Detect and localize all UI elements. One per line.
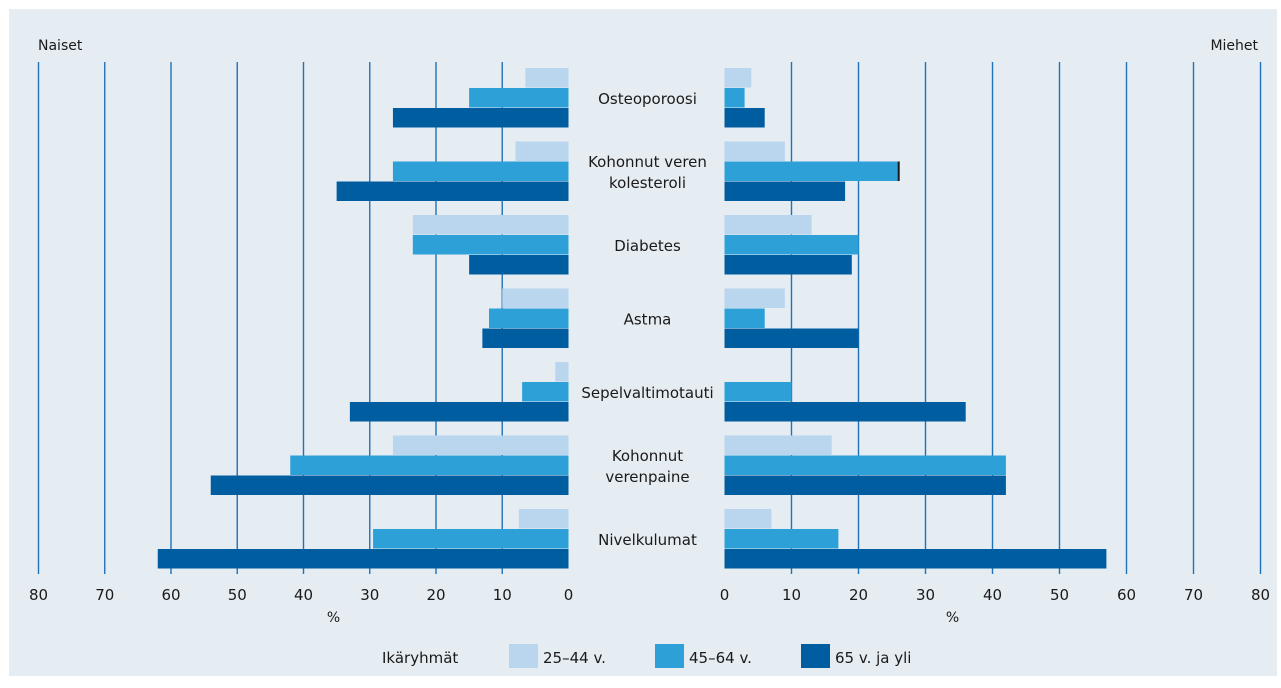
- panel-title-women: Naiset: [38, 38, 83, 54]
- bar-women-5-1: [290, 455, 569, 475]
- bar-women-0-1: [469, 88, 569, 108]
- bar-women-6-0: [518, 509, 569, 529]
- bar-men-3-1: [724, 308, 765, 328]
- tick-right-20: 20: [849, 586, 868, 604]
- bar-men-0-1: [724, 88, 745, 108]
- legend-label-2: 65 v. ja yli: [835, 649, 911, 667]
- bar-women-2-2: [469, 255, 569, 275]
- bar-men-4-1: [724, 382, 792, 402]
- axis-layer: 0 0 10 10 20 20 30 30 40 40 50 50 60 60 70 70 80 80% % Nais…: [29, 38, 1270, 626]
- bar-men-6-1: [724, 529, 839, 549]
- legend-label-0: 25–44 v.: [543, 649, 606, 667]
- bar-men-0-2: [724, 108, 765, 128]
- legend: Ikäryhmät 25–44 v. 45–64 v. 65 v. ja yli: [382, 644, 911, 668]
- bar-men-5-1: [724, 455, 1006, 475]
- tick-left-50: 50: [228, 586, 247, 604]
- bar-layer: [157, 68, 1107, 569]
- tick-right-50: 50: [1050, 586, 1069, 604]
- bar-women-0-0: [525, 68, 569, 88]
- bar-women-1-1: [392, 161, 569, 181]
- bar-men-5-0: [724, 435, 832, 455]
- tick-right-80: 80: [1251, 586, 1270, 604]
- bar-women-5-2: [210, 475, 569, 495]
- category-label-5: Kohonnut verenpaine: [605, 447, 689, 486]
- bar-men-2-0: [724, 215, 812, 235]
- bar-men-3-0: [724, 288, 785, 308]
- grid-layer: [37, 62, 1262, 574]
- category-label-2: Diabetes: [614, 237, 681, 255]
- tick-right-40: 40: [983, 586, 1002, 604]
- legend-label-1: 45–64 v.: [689, 649, 752, 667]
- bar-women-6-2: [157, 549, 569, 569]
- bar-women-4-1: [522, 382, 569, 402]
- bar-women-5-0: [392, 435, 569, 455]
- tick-left-30: 30: [360, 586, 379, 604]
- tick-left-70: 70: [95, 586, 114, 604]
- bar-men-6-0: [724, 509, 772, 529]
- tick-right-0: 0: [720, 586, 730, 604]
- legend-swatch-1: [655, 644, 684, 668]
- bar-women-3-0: [502, 288, 569, 308]
- bar-end-marker: [897, 161, 900, 181]
- bar-men-1-0: [724, 141, 785, 161]
- bar-men-2-1: [724, 235, 859, 255]
- bar-men-1-2: [724, 181, 846, 201]
- tick-left-40: 40: [294, 586, 313, 604]
- tick-left-60: 60: [161, 586, 180, 604]
- legend-swatch-2: [801, 644, 830, 668]
- bar-women-2-1: [412, 235, 569, 255]
- category-label-0: Osteoporoosi: [598, 90, 697, 108]
- label-layer: Osteoporoosi Kohonnut veren kolesteroli Dia…: [581, 90, 713, 549]
- bar-men-2-2: [724, 255, 852, 275]
- category-label-3: Astma: [624, 311, 672, 329]
- tick-right-60: 60: [1117, 586, 1136, 604]
- bar-women-6-1: [373, 529, 569, 549]
- bar-women-4-0: [555, 362, 569, 382]
- bar-women-0-2: [392, 108, 569, 128]
- legend-title: Ikäryhmät: [382, 649, 458, 667]
- bar-men-4-2: [724, 402, 966, 422]
- category-label-1: Kohonnut veren kolesteroli: [588, 153, 707, 192]
- tick-left-80: 80: [29, 586, 48, 604]
- tick-right-70: 70: [1184, 586, 1203, 604]
- tick-right-10: 10: [782, 586, 801, 604]
- panel-title-men: Miehet: [1210, 38, 1258, 54]
- xlabel-right: %: [946, 610, 959, 626]
- tick-left-0: 0: [564, 586, 574, 604]
- bar-women-3-2: [482, 328, 569, 348]
- bar-men-1-1: [724, 161, 899, 181]
- bar-women-2-0: [412, 215, 569, 235]
- tick-left-20: 20: [426, 586, 445, 604]
- bar-men-5-2: [724, 475, 1006, 495]
- bar-women-1-0: [515, 141, 569, 161]
- legend-swatch-0: [509, 644, 538, 668]
- bar-women-4-2: [349, 402, 569, 422]
- bar-men-0-0: [724, 68, 752, 88]
- bar-women-1-2: [336, 181, 569, 201]
- bar-men-3-2: [724, 328, 859, 348]
- xlabel-left: %: [327, 610, 340, 626]
- bar-women-3-1: [489, 308, 569, 328]
- tick-left-10: 10: [493, 586, 512, 604]
- bar-men-6-2: [724, 549, 1107, 569]
- chart-background: [9, 9, 1277, 676]
- category-label-4: Sepelvaltimotauti: [581, 384, 713, 402]
- tick-right-30: 30: [916, 586, 935, 604]
- category-label-6: Nivelkulumat: [598, 531, 697, 549]
